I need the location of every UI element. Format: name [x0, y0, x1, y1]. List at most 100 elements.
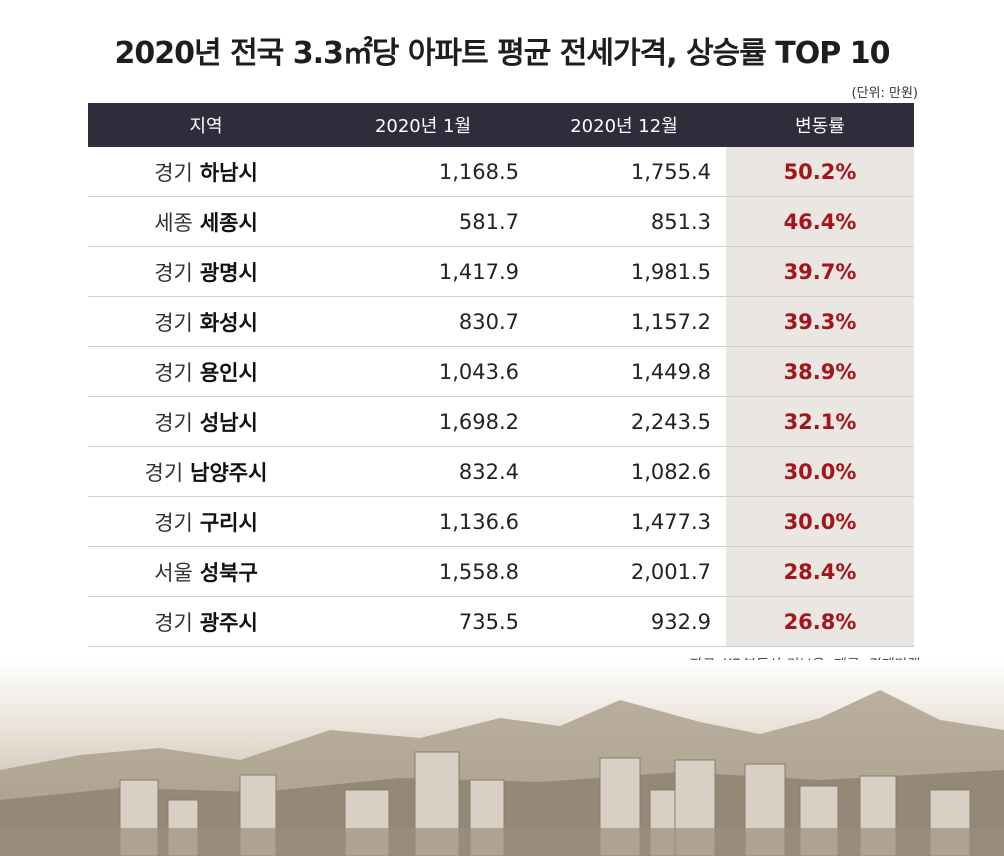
city-label: 용인시: [199, 360, 258, 385]
rate-cell: 28.4%: [726, 547, 914, 596]
rate-cell: 39.7%: [726, 247, 914, 296]
city-label: 광명시: [199, 260, 258, 285]
region-cell: 경기 남양주시: [88, 447, 324, 496]
province-label: 경기: [154, 260, 193, 285]
table-row: 경기 광명시 1,417.9 1,981.5 39.7%: [88, 247, 914, 297]
jan-cell: 832.4: [324, 447, 522, 496]
jan-value: 1,136.6: [438, 509, 519, 534]
province-label: 세종: [154, 210, 193, 235]
jan-cell: 1,417.9: [324, 247, 522, 296]
city-label: 성북구: [199, 560, 258, 585]
chart-title: 2020년 전국 3.3㎡당 아파트 평균 전세가격, 상승률 TOP 10: [114, 36, 891, 71]
unit-note: (단위: 만원): [851, 86, 919, 101]
dec-value: 1,981.5: [630, 259, 711, 284]
dec-value: 1,477.3: [630, 509, 711, 534]
jan-value: 1,043.6: [438, 359, 519, 384]
rate-value: 30.0%: [783, 459, 857, 484]
rate-value: 38.9%: [783, 359, 857, 384]
dec-cell: 1,477.3: [522, 497, 726, 546]
dec-cell: 1,755.4: [522, 147, 726, 196]
table-row: 경기 화성시 830.7 1,157.2 39.3%: [88, 297, 914, 347]
rate-cell: 30.0%: [726, 497, 914, 546]
jan-value: 832.4: [458, 459, 519, 484]
rate-cell: 39.3%: [726, 297, 914, 346]
jan-value: 1,698.2: [438, 409, 519, 434]
city-label: 구리시: [199, 510, 258, 535]
rate-cell: 46.4%: [726, 197, 914, 246]
table-header: 지역 2020년 1월 2020년 12월 변동률: [88, 103, 914, 147]
region-cell: 세종 세종시: [88, 197, 324, 246]
province-label: 경기: [154, 610, 193, 635]
rate-cell: 50.2%: [726, 147, 914, 196]
table-body: 경기 하남시 1,168.5 1,755.4 50.2% 세종 세종시 581.7 851.3 4…: [88, 147, 914, 647]
province-label: 경기: [154, 310, 193, 335]
rate-value: 50.2%: [783, 159, 857, 184]
rate-value: 30.0%: [783, 509, 857, 534]
rate-value: 26.8%: [783, 609, 857, 634]
region-cell: 경기 용인시: [88, 347, 324, 396]
dec-cell: 2,001.7: [522, 547, 726, 596]
province-label: 서울: [154, 560, 193, 585]
rate-value: 32.1%: [783, 409, 857, 434]
dec-cell: 1,157.2: [522, 297, 726, 346]
city-label: 화성시: [199, 310, 258, 335]
header-rate: 변동률: [795, 116, 845, 137]
jan-value: 830.7: [458, 309, 519, 334]
dec-value: 1,449.8: [630, 359, 711, 384]
dec-value: 1,755.4: [630, 159, 711, 184]
jan-value: 581.7: [458, 209, 519, 234]
rate-value: 46.4%: [783, 209, 857, 234]
region-cell: 경기 성남시: [88, 397, 324, 446]
province-label: 경기: [154, 160, 193, 185]
jan-cell: 1,698.2: [324, 397, 522, 446]
jan-cell: 581.7: [324, 197, 522, 246]
header-jan: 2020년 1월: [374, 116, 472, 137]
rate-value: 39.3%: [783, 309, 857, 334]
province-label: 경기: [144, 460, 184, 485]
city-label: 세종시: [199, 210, 258, 235]
dec-cell: 851.3: [522, 197, 726, 246]
table-row: 세종 세종시 581.7 851.3 46.4%: [88, 197, 914, 247]
rate-value: 39.7%: [783, 259, 857, 284]
table-row: 경기 광주시 735.5 932.9 26.8%: [88, 597, 914, 647]
rate-value: 28.4%: [783, 559, 857, 584]
jan-cell: 1,136.6: [324, 497, 522, 546]
dec-cell: 1,981.5: [522, 247, 726, 296]
dec-value: 2,243.5: [630, 409, 711, 434]
header-dec: 2020년 12월: [570, 116, 678, 137]
dec-value: 1,082.6: [630, 459, 711, 484]
province-label: 경기: [154, 360, 193, 385]
dec-cell: 1,082.6: [522, 447, 726, 496]
region-cell: 경기 하남시: [88, 147, 324, 196]
jan-cell: 1,168.5: [324, 147, 522, 196]
province-label: 경기: [154, 510, 193, 535]
table-row: 서울 성북구 1,558.8 2,001.7 28.4%: [88, 547, 914, 597]
region-cell: 서울 성북구: [88, 547, 324, 596]
city-label: 하남시: [199, 160, 258, 185]
dec-cell: 2,243.5: [522, 397, 726, 446]
jan-value: 1,417.9: [438, 259, 519, 284]
jan-value: 735.5: [458, 609, 519, 634]
region-cell: 경기 화성시: [88, 297, 324, 346]
dec-value: 2,001.7: [630, 559, 711, 584]
rate-cell: 32.1%: [726, 397, 914, 446]
city-skyline-illustration: [0, 660, 1004, 856]
dec-value: 932.9: [650, 609, 711, 634]
rate-cell: 38.9%: [726, 347, 914, 396]
jan-cell: 1,558.8: [324, 547, 522, 596]
table-row: 경기 구리시 1,136.6 1,477.3 30.0%: [88, 497, 914, 547]
dec-value: 851.3: [650, 209, 711, 234]
dec-cell: 932.9: [522, 597, 726, 646]
city-label: 광주시: [199, 610, 258, 635]
header-region: 지역: [189, 116, 223, 137]
dec-cell: 1,449.8: [522, 347, 726, 396]
table-row: 경기 용인시 1,043.6 1,449.8 38.9%: [88, 347, 914, 397]
region-cell: 경기 광주시: [88, 597, 324, 646]
region-cell: 경기 구리시: [88, 497, 324, 546]
jan-cell: 735.5: [324, 597, 522, 646]
city-label: 성남시: [199, 410, 258, 435]
rate-cell: 30.0%: [726, 447, 914, 496]
data-table: 지역 2020년 1월 2020년 12월 변동률 경기 하남시 1,168.5 1,…: [88, 103, 914, 647]
table-row: 경기 성남시 1,698.2 2,243.5 32.1%: [88, 397, 914, 447]
dec-value: 1,157.2: [630, 309, 711, 334]
